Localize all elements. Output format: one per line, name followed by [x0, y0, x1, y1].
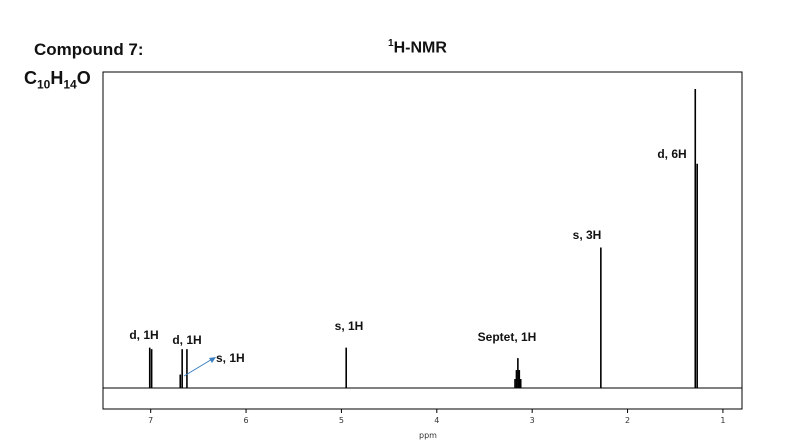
peak-label-d-1h-b: d, 1H [172, 333, 201, 347]
x-axis-label: ppm [419, 431, 437, 440]
formula-o: O [76, 68, 91, 88]
x-tick-label: 4 [434, 416, 439, 425]
peak-labels: d, 1H d, 1H s, 1H s, 1H Septet, 1H s, 3H… [129, 147, 687, 377]
annotation-arrowhead [209, 357, 216, 363]
formula-c: C [24, 68, 37, 88]
peak-label-d-1h-a: d, 1H [129, 328, 158, 342]
x-tick-label: 1 [720, 416, 725, 425]
peak-label-s-1h-arrow: s, 1H [216, 351, 245, 365]
spectrum-title-sup: 1 [388, 38, 394, 49]
x-tick-label: 2 [625, 416, 630, 425]
peak-label-s-1h: s, 1H [335, 319, 364, 333]
x-axis-ticks: 7 6 5 4 3 2 1 [148, 409, 725, 425]
formula-c-count: 10 [37, 77, 51, 92]
x-tick-label: 3 [530, 416, 535, 425]
molecular-formula: C10H14O [24, 68, 91, 92]
x-tick-label: 5 [339, 416, 344, 425]
formula-h-count: 14 [63, 77, 77, 92]
plot-frame [102, 71, 743, 410]
peak-label-septet-1h: Septet, 1H [478, 330, 537, 344]
peak-series [148, 89, 698, 388]
compound-title: Compound 7: [34, 40, 144, 59]
formula-h: H [50, 68, 64, 88]
x-tick-label: 7 [148, 416, 153, 425]
peak-label-d-6h: d, 6H [657, 147, 686, 161]
peak-label-s-3h: s, 3H [573, 228, 602, 242]
spectrum-title: 1H-NMR [388, 38, 447, 57]
spectrum-title-text: H-NMR [393, 39, 447, 57]
x-tick-label: 6 [244, 416, 249, 425]
annotation-arrow [183, 357, 215, 377]
